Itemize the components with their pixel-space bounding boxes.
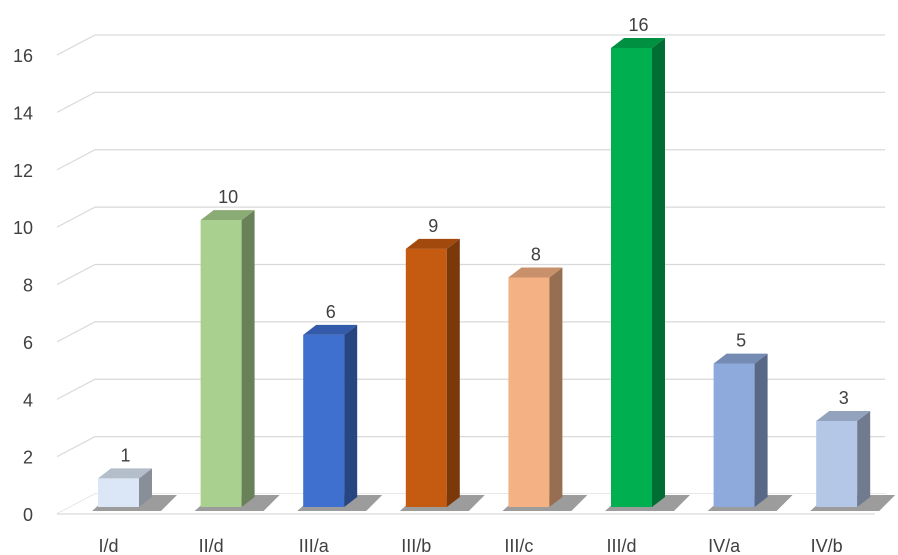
gridline: [56, 34, 885, 56]
x-tick-label: I/d: [98, 536, 118, 555]
y-axis-ticks: 0 2 4 6 8 10 12 14 16: [13, 46, 33, 525]
bar: [405, 238, 460, 507]
y-tick-label: 4: [23, 390, 33, 410]
gridline: [56, 91, 885, 113]
data-label: 9: [428, 216, 438, 236]
data-labels: 1 10 6 9 8 16 5 3: [120, 15, 848, 465]
y-tick-label: 12: [13, 161, 33, 181]
y-tick-label: 8: [23, 276, 33, 296]
y-tick-label: 16: [13, 46, 33, 66]
data-label: 10: [218, 187, 238, 207]
data-label: 3: [839, 388, 849, 408]
x-tick-label: III/c: [504, 536, 533, 555]
gridline: [56, 263, 885, 286]
y-tick-label: 0: [23, 505, 33, 525]
gridline: [56, 149, 885, 171]
bar: [816, 410, 871, 507]
bars: [98, 38, 871, 507]
data-label: 6: [326, 302, 336, 322]
bar: [200, 210, 255, 507]
data-label: 1: [120, 445, 130, 465]
y-tick-label: 2: [23, 448, 33, 468]
bar: [713, 353, 768, 507]
y-tick-label: 6: [23, 333, 33, 353]
bar: [508, 267, 563, 507]
gridlines: [56, 34, 885, 515]
y-tick-label: 10: [13, 218, 33, 238]
gridline: [56, 206, 885, 228]
x-tick-label: III/d: [606, 536, 636, 555]
x-tick-label: IV/a: [708, 536, 741, 555]
y-tick-label: 14: [13, 103, 33, 123]
data-label: 5: [736, 331, 746, 351]
data-label: 8: [531, 245, 541, 265]
bar: [303, 324, 358, 507]
x-tick-label: III/a: [299, 536, 330, 555]
x-tick-label: III/b: [401, 536, 431, 555]
bar: [611, 38, 665, 507]
data-label: 16: [628, 15, 648, 35]
bar: [98, 468, 152, 507]
x-tick-label: II/d: [199, 536, 224, 555]
gridline: [56, 321, 885, 343]
x-tick-label: IV/b: [811, 536, 843, 555]
x-axis-ticks: I/d II/d III/a III/b III/c III/d IV/a IV/b: [98, 536, 842, 555]
